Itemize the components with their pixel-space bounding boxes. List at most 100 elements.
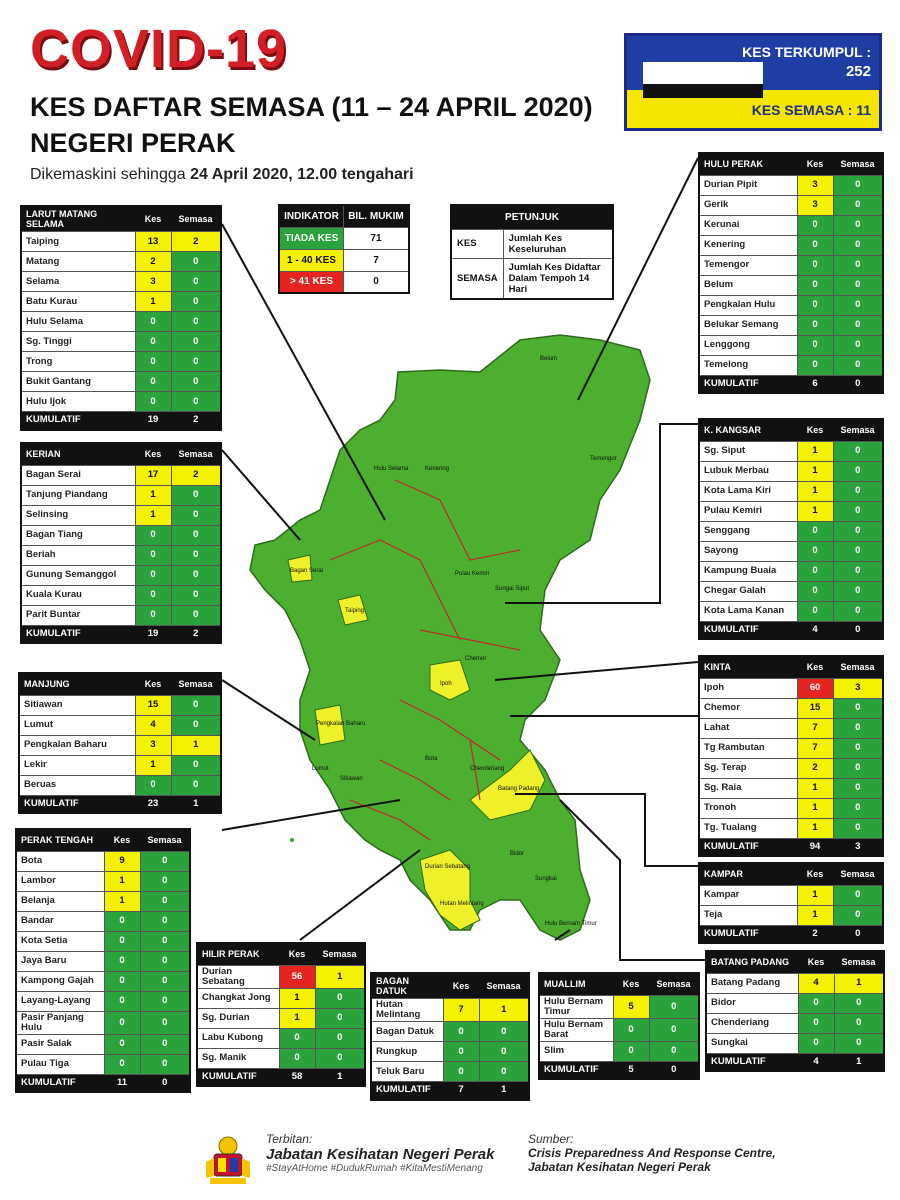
district-name: MANJUNG [24,679,70,690]
kes-value: 13 [134,231,172,252]
mukim-name: Belum [698,274,798,296]
semasa-value: 0 [832,737,884,759]
total-semasa: 1 [833,1052,885,1072]
semasa-header: Semasa [322,949,357,960]
district-name: BATANG PADANG [711,957,789,968]
map-label: Chenderiang [470,766,504,772]
total-kes: 19 [134,624,172,644]
kes-value: 0 [134,584,172,606]
district-table-kampar: KAMPAR Kes Semasa Kampar 1 0 Teja 1 0 KUMULATIF 2 0 [698,862,884,944]
mukim-name: Jaya Baru [15,950,105,972]
kes-value: 1 [103,890,141,912]
semasa-value: 0 [170,331,222,352]
mukim-name: Kampar [698,884,798,906]
mukim-name: Selama [20,271,136,292]
mukim-row: Tanjung Piandang 1 0 [20,484,222,506]
kes-value: 1 [796,884,834,906]
total-kes: 23 [134,794,172,814]
page-title: COVID-19 [30,19,288,79]
semasa-value: 0 [832,560,884,582]
mukim-row: Kota Lama Kanan 0 0 [698,600,884,622]
semasa-value: 0 [170,371,222,392]
mukim-row: Sg. Tinggi 0 0 [20,331,222,352]
mukim-row: Durian Sebatang 56 1 [196,964,366,989]
mukim-name: Beruas [18,774,136,796]
kes-value: 0 [134,311,172,332]
kes-header: Kes [144,449,162,460]
kes-value: 0 [442,1061,480,1082]
mukim-row: Hutan Melintang 7 1 [370,998,530,1022]
indicator-red: > 41 KES [278,270,344,294]
semasa-value: 0 [170,251,222,272]
semasa-value: 0 [833,1012,885,1034]
total-label: KUMULATIF [698,837,798,857]
mukim-name: Kerunai [698,214,798,236]
total-label: KUMULATIF [370,1081,444,1100]
jata-crest-logo [200,1132,256,1188]
legend-key: SEMASA [450,257,504,299]
mukim-row: Lubuk Merbau 1 0 [698,460,884,482]
map-district-borders [329,479,521,841]
kes-terkumpul: KES TERKUMPUL :252 [742,44,871,80]
kes-value: 3 [134,734,172,756]
mukim-row: Bagan Serai 17 2 [20,464,222,486]
semasa-value: 0 [832,174,884,196]
semasa-header: Semasa [656,979,691,990]
total-semasa: 2 [170,411,222,430]
semasa-header: Semasa [840,425,875,436]
semasa-value: 0 [832,817,884,839]
map-island [290,838,294,842]
map-label: Pengkalan Baharu [316,721,365,727]
mukim-name: Bidor [705,992,799,1014]
mukim-name: Belanja [15,890,105,912]
semasa-value: 0 [170,391,222,412]
total-kes: 4 [797,1052,835,1072]
semasa-value: 0 [314,1007,366,1029]
kes-value: 0 [796,214,834,236]
semasa-value: 0 [832,697,884,719]
kes-value: 0 [134,371,172,392]
summary-box: KES TERKUMPUL :252 KES SEMASA : 11 [624,33,882,131]
kes-value: 0 [103,930,141,952]
total-semasa: 1 [314,1067,366,1087]
mukim-name: Batang Padang [705,972,799,994]
mukim-name: Ipoh [698,677,798,699]
total-row: KUMULATIF 4 0 [698,620,884,640]
semasa-value: 0 [832,717,884,739]
kes-value: 0 [796,294,834,316]
semasa-value: 1 [833,972,885,994]
total-kes: 6 [796,374,834,394]
mukim-row: Bagan Tiang 0 0 [20,524,222,546]
map-region-yellow-manjung [314,704,346,746]
district-table-k-kangsar: K. KANGSAR Kes Semasa Sg. Siput 1 0 Lubuk Merb… [698,418,884,640]
mukim-row: Taiping 13 2 [20,231,222,252]
semasa-header: Semasa [840,662,875,673]
kes-value: 0 [103,950,141,972]
mukim-row: Kenering 0 0 [698,234,884,256]
mukim-name: Sg. Tinggi [20,331,136,352]
mukim-row: Kota Setia 0 0 [15,930,191,952]
map-label: Batang Padang [498,786,539,792]
total-row: KUMULATIF 4 1 [705,1052,885,1072]
kes-value: 0 [796,314,834,336]
legend-key: KES [450,228,504,259]
mukim-name: Hutan Melintang [370,998,444,1022]
semasa-value: 0 [139,890,191,912]
kes-value: 7 [796,737,834,759]
semasa-value: 2 [170,231,222,252]
kes-value: 0 [797,992,835,1014]
mukim-row: Pasir Salak 0 0 [15,1033,191,1055]
mukim-row: Pengkalan Baharu 3 1 [18,734,222,756]
mukim-row: Kota Lama Kiri 1 0 [698,480,884,502]
district-table-hulu-perak: HULU PERAK Kes Semasa Durian Pipit 3 0 Gerik 3 0… [698,152,884,394]
semasa-value: 0 [832,234,884,256]
mukim-row: Sg. Terap 2 0 [698,757,884,779]
semasa-header: Semasa [841,957,876,968]
map-region-yellow-taiping [337,594,369,626]
mukim-row: Teja 1 0 [698,904,884,926]
mukim-name: Chenderiang [705,1012,799,1034]
semasa-value: 0 [314,1027,366,1049]
semasa-value: 0 [139,870,191,892]
kes-value: 0 [134,391,172,412]
kes-value: 0 [442,1041,480,1062]
